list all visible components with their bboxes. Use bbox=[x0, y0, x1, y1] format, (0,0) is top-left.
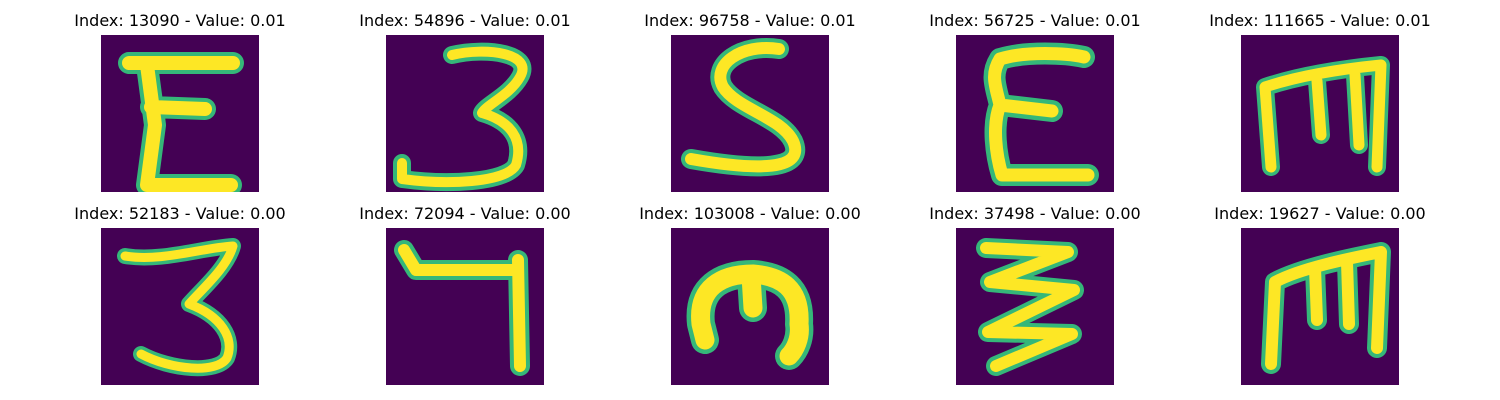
s-shape-glyph bbox=[681, 38, 806, 177]
panel-title: Index: 56725 - Value: 0.01 bbox=[929, 11, 1141, 30]
panel-title: Index: 103008 - Value: 0.00 bbox=[639, 204, 861, 223]
panel-title: Index: 37498 - Value: 0.00 bbox=[929, 204, 1141, 223]
panel-title: Index: 52183 - Value: 0.00 bbox=[74, 204, 286, 223]
panel-5: Index: 111665 - Value: 0.01 bbox=[1190, 11, 1450, 192]
digit-image bbox=[671, 228, 829, 385]
panel-title: Index: 54896 - Value: 0.01 bbox=[359, 11, 571, 30]
panel-8: Index: 103008 - Value: 0.00 bbox=[620, 204, 880, 385]
panel-title: Index: 111665 - Value: 0.01 bbox=[1209, 11, 1431, 30]
panel-1: Index: 13090 - Value: 0.01 bbox=[50, 11, 310, 192]
panel-9: Index: 37498 - Value: 0.00 bbox=[905, 204, 1165, 385]
panel-3: Index: 96758 - Value: 0.01 bbox=[620, 11, 880, 192]
e-shape-glyph bbox=[983, 42, 1099, 186]
panel-7: Index: 72094 - Value: 0.00 bbox=[335, 204, 595, 385]
digit-image bbox=[956, 35, 1114, 192]
e-shape-glyph bbox=[118, 52, 244, 192]
panel-6: Index: 52183 - Value: 0.00 bbox=[50, 204, 310, 385]
panel-title: Index: 72094 - Value: 0.00 bbox=[359, 204, 571, 223]
digit-image bbox=[101, 228, 259, 385]
m-shape-glyph bbox=[686, 260, 814, 370]
m-shape-glyph bbox=[1261, 242, 1391, 374]
panel-10: Index: 19627 - Value: 0.00 bbox=[1190, 204, 1450, 385]
panel-title: Index: 19627 - Value: 0.00 bbox=[1214, 204, 1426, 223]
digit-image bbox=[101, 35, 259, 192]
zigzag-shape-glyph bbox=[976, 238, 1084, 376]
panel-2: Index: 54896 - Value: 0.01 bbox=[335, 11, 595, 192]
digit-image bbox=[386, 35, 544, 192]
digit-image bbox=[1241, 35, 1399, 192]
3-shape-glyph bbox=[117, 238, 241, 377]
panel-4: Index: 56725 - Value: 0.01 bbox=[905, 11, 1165, 192]
digit-image bbox=[671, 35, 829, 192]
7-shape-glyph bbox=[394, 240, 530, 376]
digit-image bbox=[956, 228, 1114, 385]
m-shape-glyph bbox=[1256, 56, 1390, 176]
digit-image bbox=[386, 228, 544, 385]
panel-title: Index: 13090 - Value: 0.01 bbox=[74, 11, 286, 30]
3-shape-glyph bbox=[393, 42, 532, 192]
digit-image bbox=[1241, 228, 1399, 385]
panel-title: Index: 96758 - Value: 0.01 bbox=[644, 11, 856, 30]
